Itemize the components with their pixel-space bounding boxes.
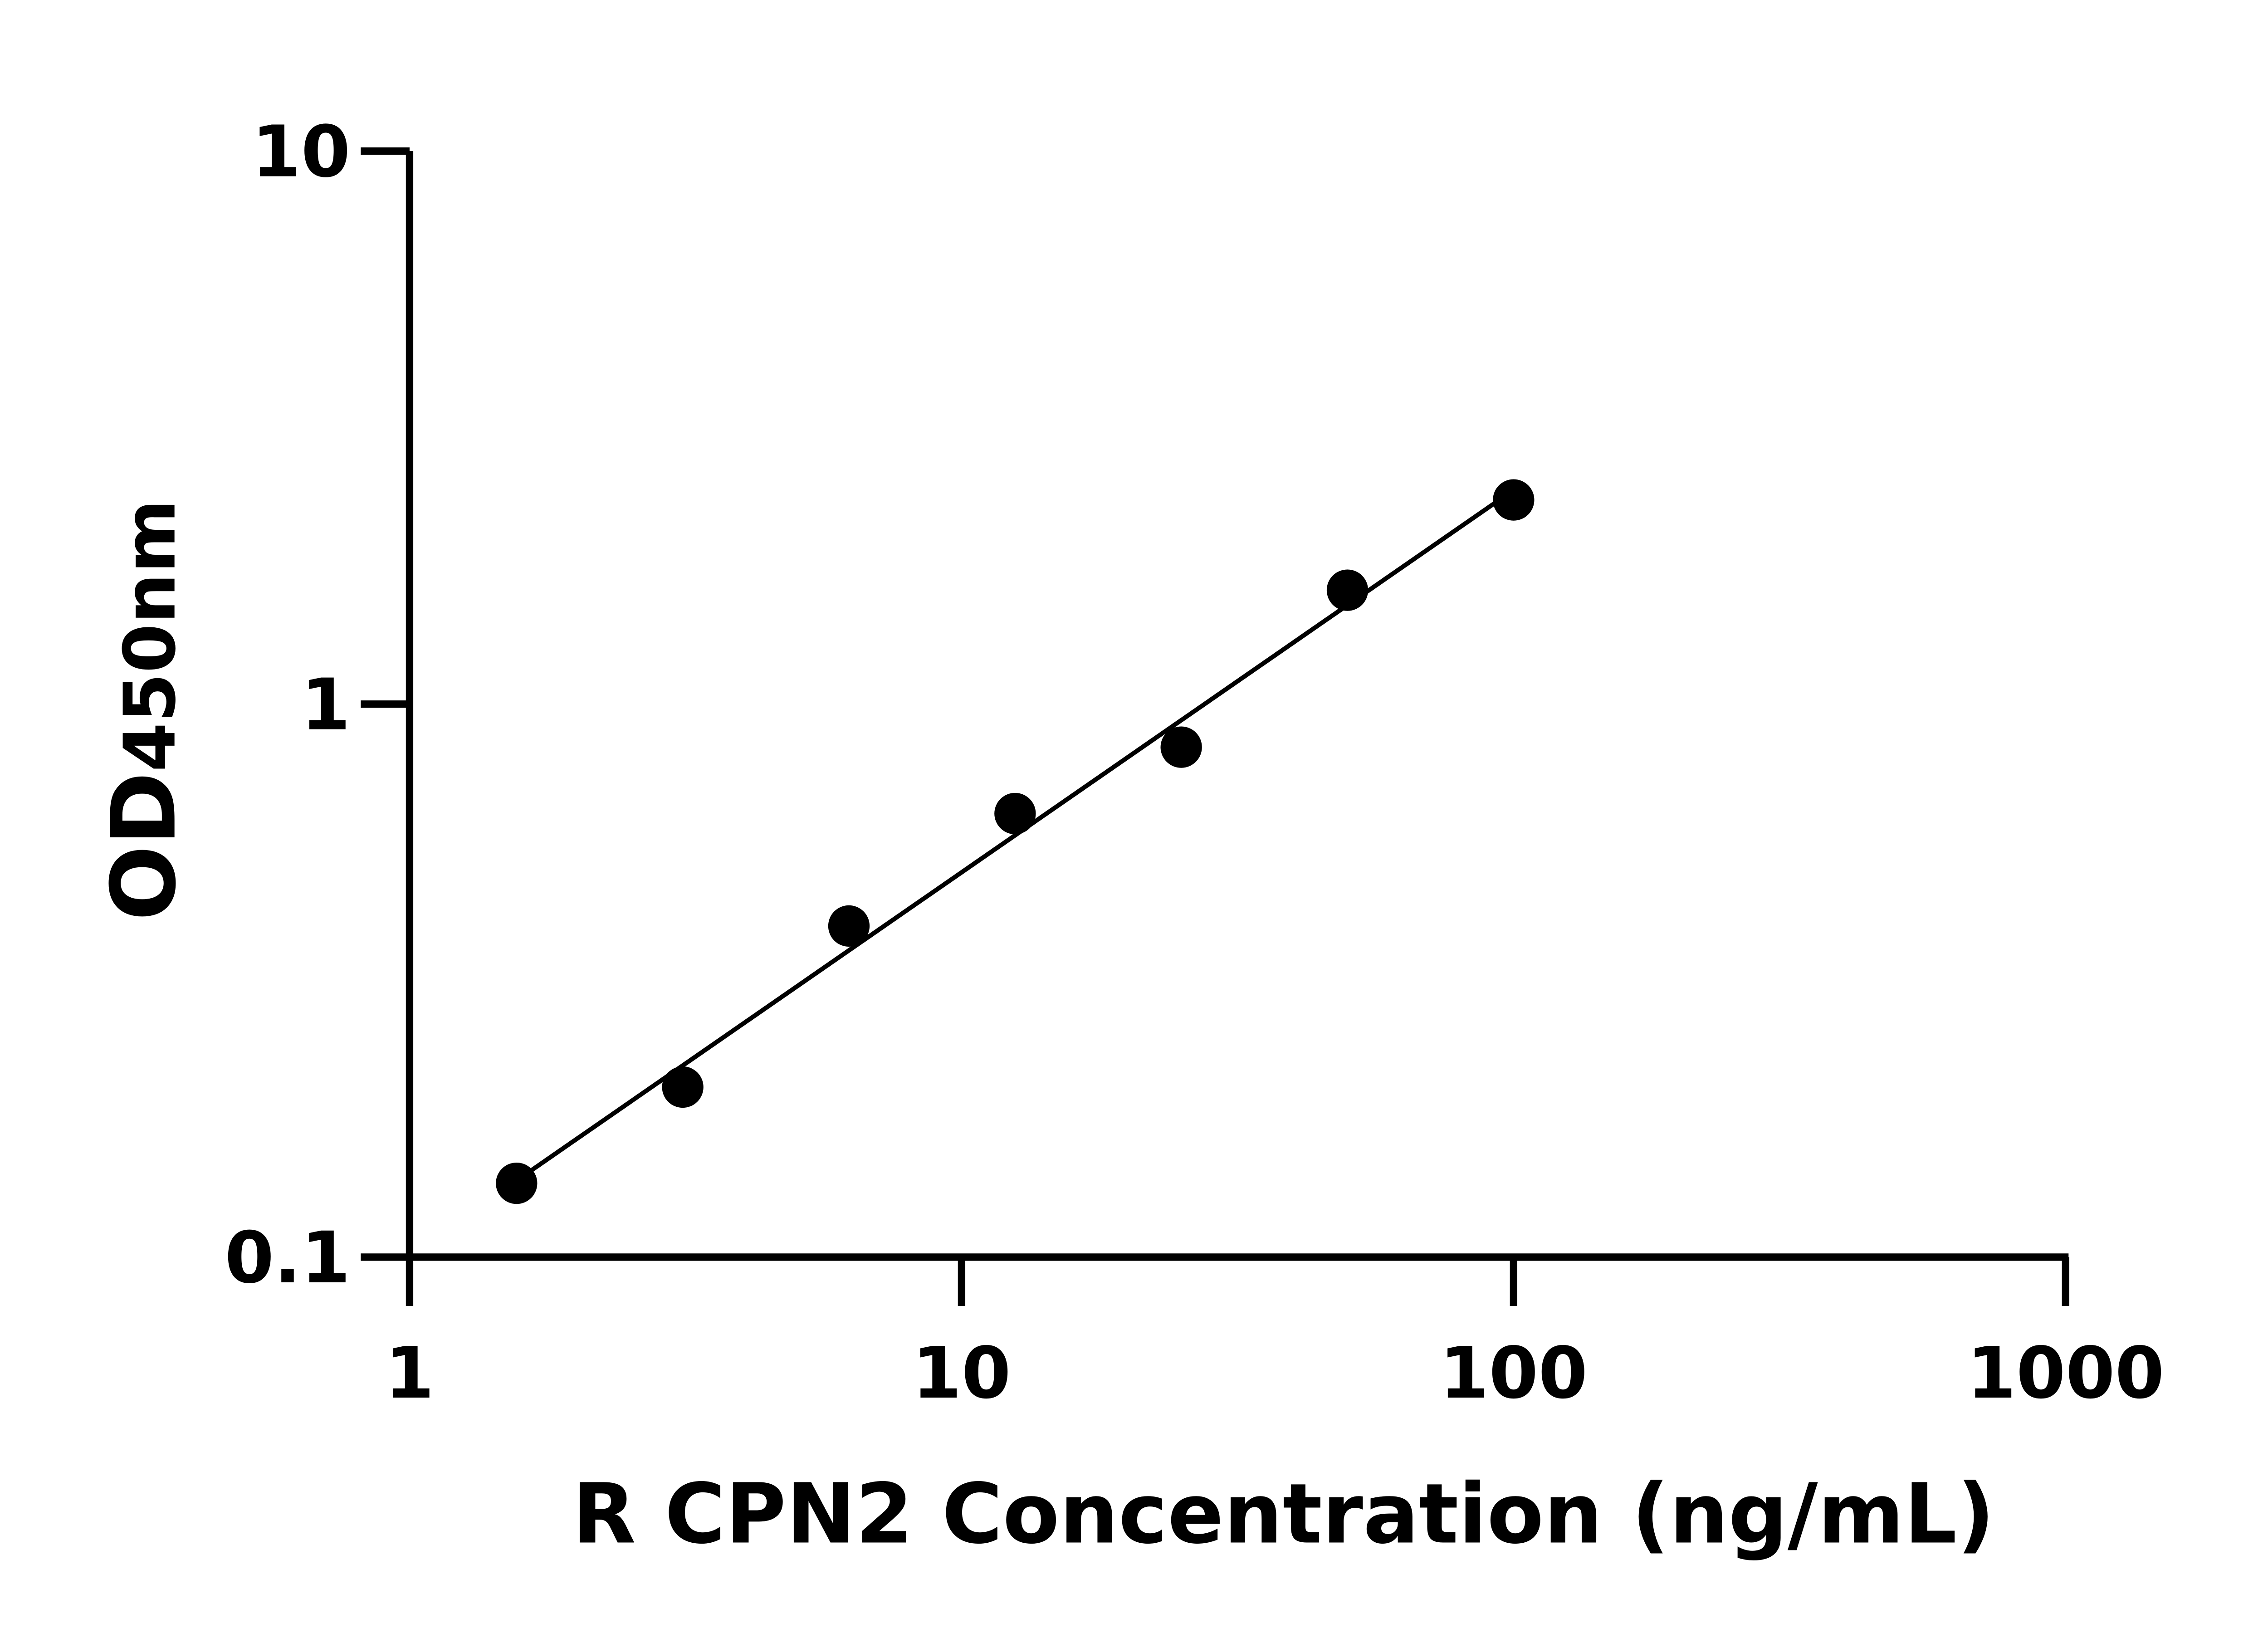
x-axis-label: R CPN2 Concentration (ng/mL) <box>572 1467 1994 1563</box>
y-axis-label: OD450nm <box>93 499 196 921</box>
data-point <box>1493 479 1535 521</box>
x-tick-label: 1000 <box>1967 1332 2164 1414</box>
x-tick-label: 1 <box>385 1332 434 1414</box>
y-tick-label: 10 <box>252 111 351 193</box>
y-tick-label: 1 <box>301 664 351 746</box>
y-axis-label-sub: 450nm <box>109 499 191 772</box>
axes <box>406 151 2069 1261</box>
y-axis-label-main: OD <box>93 772 196 921</box>
data-point <box>496 1162 538 1204</box>
data-point <box>994 792 1036 835</box>
data-point <box>1160 726 1202 768</box>
data-point <box>1326 569 1369 611</box>
ticks: 1 10 100 1000 0.1 1 10 <box>225 111 2164 1415</box>
data-point <box>828 905 870 947</box>
x-tick-label: 100 <box>1440 1332 1588 1414</box>
data-points <box>496 479 1535 1204</box>
y-tick-label: 0.1 <box>225 1217 350 1299</box>
x-tick-label: 10 <box>912 1332 1011 1414</box>
svg-text:OD450nm: OD450nm <box>93 499 196 921</box>
data-point <box>662 1066 704 1108</box>
